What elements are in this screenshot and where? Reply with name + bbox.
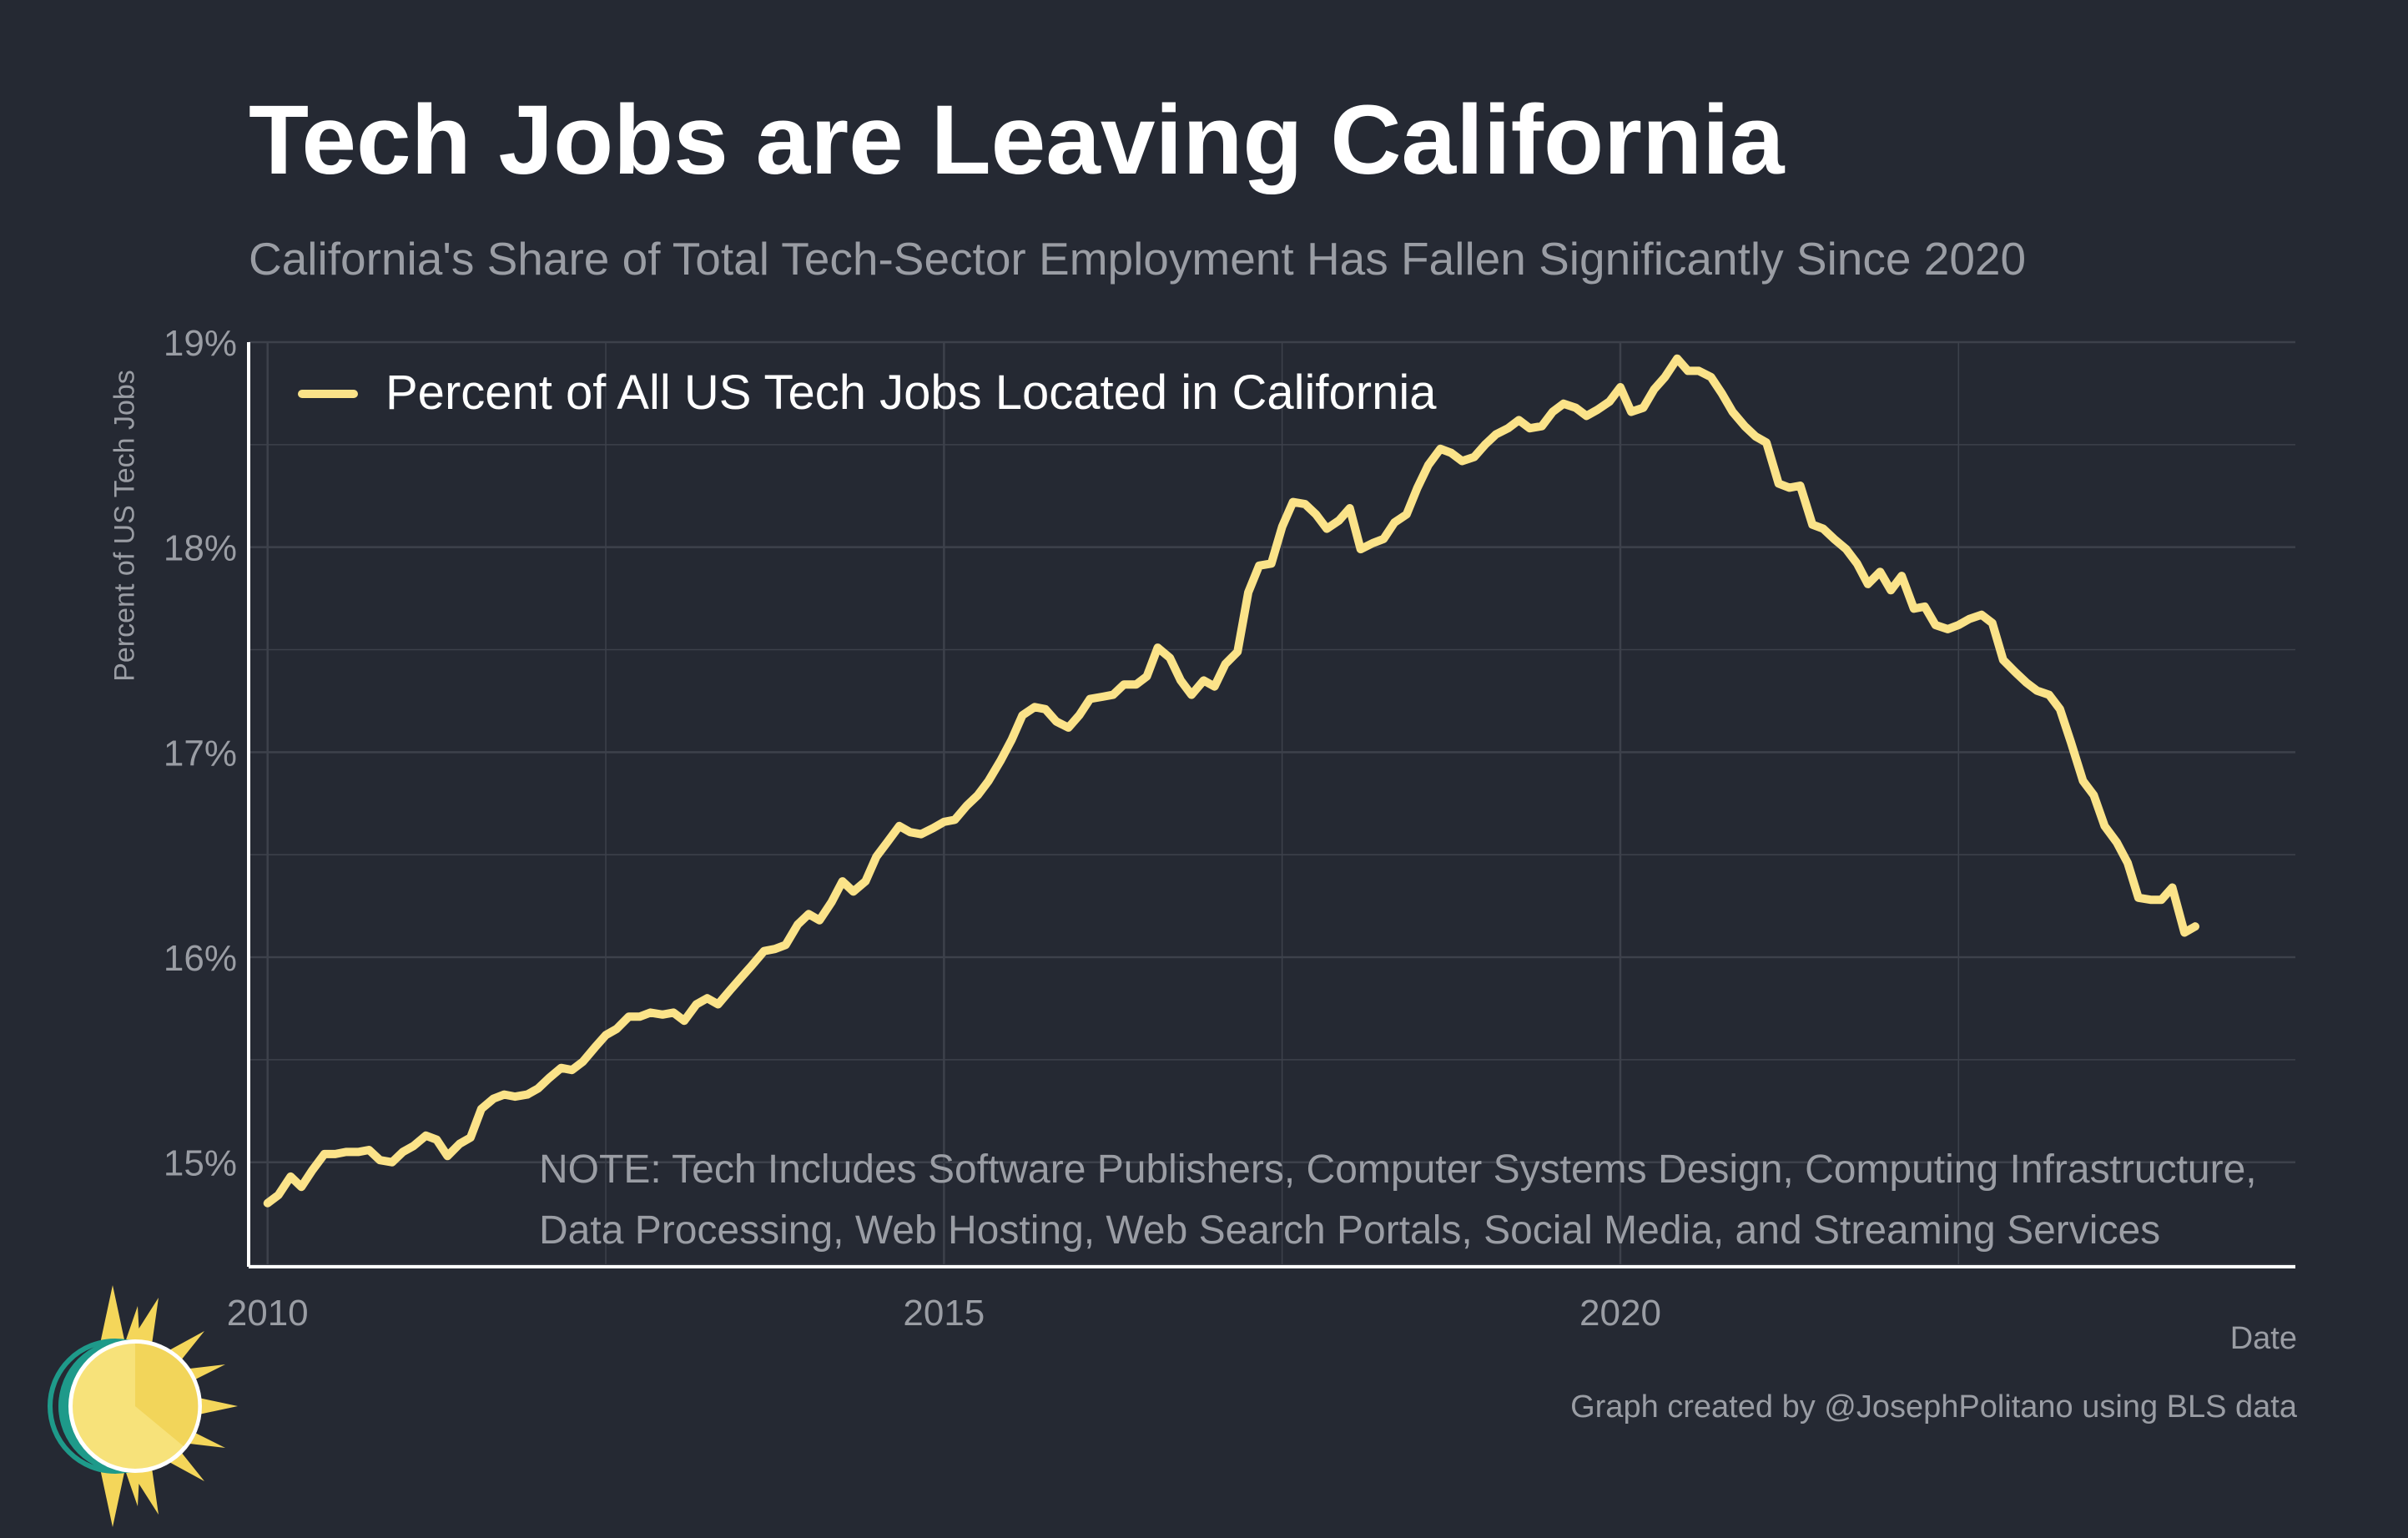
x-tick-label: 2020 xyxy=(1579,1293,1661,1334)
series-line-california-share xyxy=(263,354,2199,1208)
grid-lines xyxy=(249,340,2295,1267)
y-tick-label: 17% xyxy=(164,733,237,774)
axes xyxy=(247,342,2295,1268)
chart-subtitle: California's Share of Total Tech-Sector … xyxy=(249,233,2027,285)
x-tick-label: 2015 xyxy=(903,1293,985,1334)
y-tick-label: 18% xyxy=(164,528,237,569)
chart-note: NOTE: Tech Includes Software Publishers,… xyxy=(539,1139,2257,1261)
x-axis-label: Date xyxy=(2229,1321,2297,1356)
sun-logo-icon xyxy=(25,1285,242,1531)
tick-labels: 15% 16% 17% 18% 19% 2010 2015 2020 xyxy=(164,323,1661,1334)
note-line-1: NOTE: Tech Includes Software Publishers,… xyxy=(539,1147,2257,1192)
chart-title: Tech Jobs are Leaving California xyxy=(249,85,1785,195)
note-line-2: Data Processing, Web Hosting, Web Search… xyxy=(539,1208,2161,1253)
y-tick-label: 16% xyxy=(164,938,237,979)
y-tick-label: 15% xyxy=(164,1143,237,1184)
legend-label: Percent of All US Tech Jobs Located in C… xyxy=(385,366,1437,420)
y-axis-label: Percent of US Tech Jobs xyxy=(108,370,141,682)
y-tick-label: 19% xyxy=(164,323,237,364)
series-layer xyxy=(263,354,2199,1208)
x-tick-label: 2010 xyxy=(227,1293,309,1334)
legend: Percent of All US Tech Jobs Located in C… xyxy=(298,366,1437,420)
source-caption: Graph created by @JosephPolitano using B… xyxy=(1570,1389,2297,1425)
